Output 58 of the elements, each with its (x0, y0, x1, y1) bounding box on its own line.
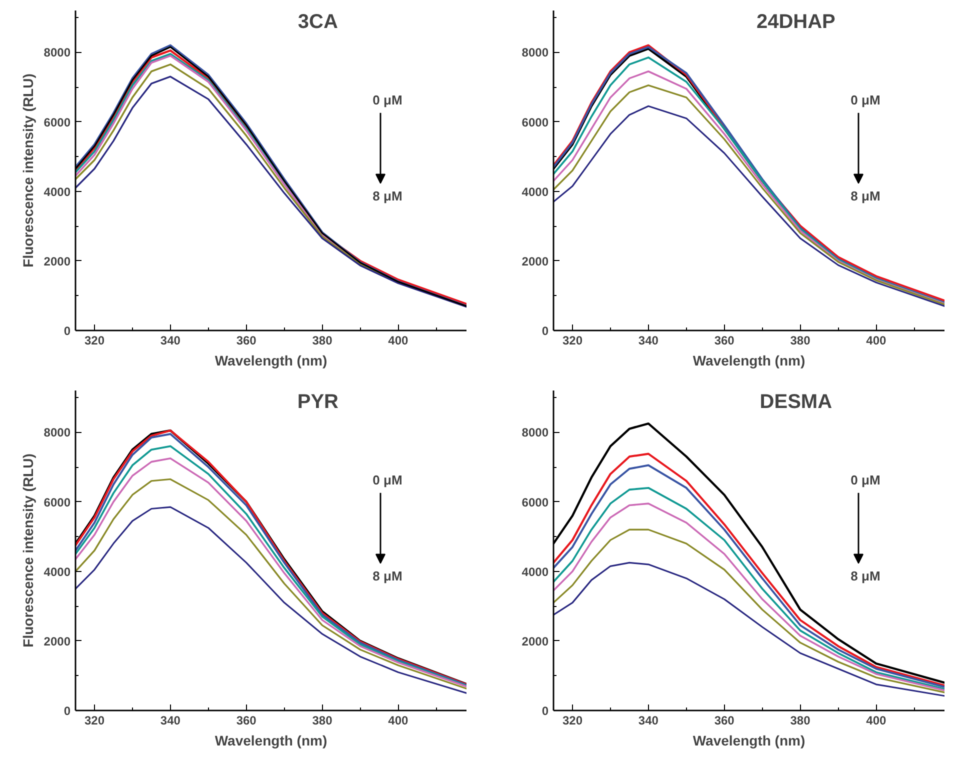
x-tick-label: 400 (388, 334, 409, 348)
y-tick-label: 8000 (44, 426, 71, 440)
x-axis-title: Wavelength (nm) (214, 732, 328, 748)
x-tick-label: 340 (160, 714, 181, 728)
y-tick-label: 6000 (522, 495, 549, 510)
x-tick-label: 380 (312, 334, 333, 348)
x-axis-title: Wavelength (nm) (692, 352, 806, 368)
x-tick-label: 320 (562, 334, 583, 348)
y-tick-label: 2000 (522, 634, 549, 648)
x-tick-label: 380 (790, 714, 811, 728)
y-tick-label: 8000 (44, 46, 71, 60)
y-tick-label: 4000 (522, 184, 549, 199)
y-tick-label: 0 (64, 324, 71, 338)
x-tick-label: 360 (236, 334, 257, 348)
y-tick-label: 4000 (44, 564, 71, 579)
y-tick-label: 8000 (522, 426, 549, 440)
x-tick-label: 340 (160, 334, 181, 348)
x-tick-label: 360 (714, 334, 735, 348)
x-tick-label: 400 (866, 714, 887, 728)
chart-title: 3CA (298, 10, 338, 33)
x-tick-label: 360 (714, 714, 735, 728)
y-tick-label: 0 (542, 324, 549, 338)
y-tick-label: 0 (542, 704, 549, 718)
y-tick-label: 4000 (44, 184, 71, 199)
x-tick-label: 360 (236, 714, 257, 728)
y-tick-label: 4000 (522, 564, 549, 579)
y-tick-label: 0 (64, 704, 71, 718)
annotation: 0 μM (372, 472, 402, 488)
annotation: 8 μM (372, 188, 402, 204)
x-tick-label: 380 (312, 714, 333, 728)
annotation: 8 μM (372, 568, 402, 584)
x-tick-label: 400 (388, 714, 409, 728)
x-tick-label: 320 (84, 714, 105, 728)
x-tick-label: 340 (638, 714, 659, 728)
x-tick-label: 320 (562, 714, 583, 728)
y-tick-label: 2000 (522, 254, 549, 268)
y-tick-label: 6000 (522, 115, 549, 130)
x-tick-label: 400 (866, 334, 887, 348)
chart-title: PYR (297, 390, 340, 413)
annotation: 8 μM (850, 568, 880, 584)
y-axis-title: Fluorescence intensity (RLU) (20, 454, 36, 648)
y-axis-title: Fluorescence intensity (RLU) (20, 74, 36, 268)
x-tick-label: 380 (790, 334, 811, 348)
annotation: 0 μM (850, 92, 880, 108)
y-tick-label: 6000 (44, 495, 71, 510)
x-tick-label: 340 (638, 334, 659, 348)
chart-title: 24DHAP (756, 10, 836, 33)
y-tick-label: 2000 (44, 634, 71, 648)
x-axis-title: Wavelength (nm) (692, 732, 806, 748)
y-tick-label: 8000 (522, 46, 549, 60)
y-tick-label: 2000 (44, 254, 71, 268)
annotation: 0 μM (850, 472, 880, 488)
x-axis-title: Wavelength (nm) (214, 352, 328, 368)
y-tick-label: 6000 (44, 115, 71, 130)
x-tick-label: 320 (84, 334, 105, 348)
annotation: 0 μM (372, 92, 402, 108)
chart-title: DESMA (760, 390, 832, 413)
annotation: 8 μM (850, 188, 880, 204)
